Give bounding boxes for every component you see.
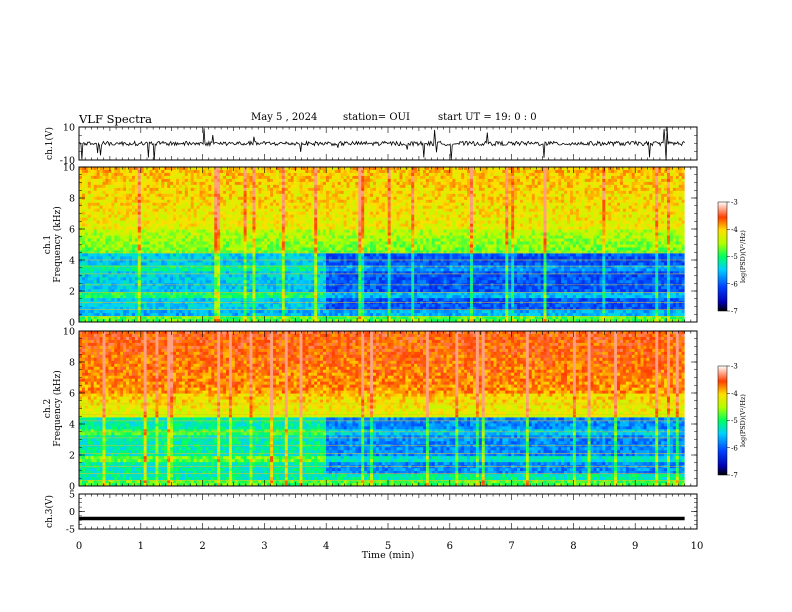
xtick-label: 6 (447, 541, 453, 552)
ch2-colorbar-tick: -4 (731, 390, 738, 398)
xtick-label: 0 (76, 541, 82, 552)
panel3-ytick-label: 0 (69, 482, 75, 493)
panel2-ytick-label: 2 (69, 287, 75, 298)
ch1-ylabel: ch.1(V) (44, 127, 55, 160)
panel1-ytick-label: -10 (60, 156, 75, 167)
panel3-ytick-label: 10 (63, 327, 75, 338)
panel3-ytick-label: 8 (69, 358, 75, 369)
figure-title: VLF Spectra (79, 112, 152, 126)
date-label: May 5 , 2024 (251, 112, 317, 123)
panel2-ytick-label: 6 (69, 225, 75, 236)
station-label: station= OUI (343, 112, 410, 123)
panel4-ytick-label: 5 (69, 490, 75, 501)
ch2-colorbar-tick: -3 (731, 363, 738, 371)
ch1-colorbar-tick: -5 (731, 253, 738, 261)
ch2-spectrogram-image (79, 331, 697, 487)
xtick-label: 5 (385, 541, 391, 552)
start-time-label: start UT = 19: 0 : 0 (438, 112, 537, 123)
xtick-label: 7 (508, 541, 514, 552)
ch2-colorbar (717, 365, 728, 476)
xtick-label: 10 (691, 541, 704, 552)
xtick-label: 4 (323, 541, 329, 552)
xtick-label: 3 (261, 541, 267, 552)
ch1-colorbar-tick: -6 (731, 280, 738, 288)
panel2-ytick-label: 10 (63, 163, 75, 174)
ch1-colorbar (717, 201, 728, 312)
panel3-ytick-label: 6 (69, 389, 75, 400)
ch2-spec-ylabel: ch.2 (43, 399, 53, 418)
xtick-label: 1 (138, 541, 144, 552)
ch1-spec-ylabel: ch.1 (43, 235, 53, 254)
panel2-ytick-label: 4 (69, 256, 75, 267)
ch2-colorbar-tick: -6 (731, 444, 738, 452)
panel3-ytick-label: 2 (69, 451, 75, 462)
ch2-colorbar-tick: -5 (731, 417, 738, 425)
panel4-ytick-label: 0 (69, 507, 75, 518)
panel4-ytick-label: -5 (66, 525, 75, 536)
xtick-label: 8 (570, 541, 576, 552)
ch2-colorbar-tick: -7 (731, 472, 738, 480)
ch3-ylabel: ch.3(V) (44, 495, 55, 528)
ch1-spec-ylabel-2: Frequency (kHz) (52, 206, 63, 283)
ch1-colorbar-tick: -4 (731, 226, 738, 234)
xtick-label: 9 (632, 541, 638, 552)
xtick-label: 2 (199, 541, 205, 552)
ch2-spec-ylabel-2: Frequency (kHz) (52, 370, 63, 447)
ch1-waveform-line (78, 127, 685, 161)
ch2-colorbar-label: log(PSD)(V²/Hz) (739, 394, 747, 447)
ch1-colorbar-tick: -7 (731, 308, 738, 316)
ch1-colorbar-label: log(PSD)(V²/Hz) (739, 230, 747, 283)
panel2-ytick-label: 0 (69, 318, 75, 329)
panel2-ytick-label: 8 (69, 194, 75, 205)
x-axis-title: Time (min) (362, 550, 415, 561)
panel1-ytick-label: 10 (63, 123, 75, 134)
ch1-spectrogram-image (79, 167, 697, 323)
panel3-ytick-label: 4 (69, 420, 75, 431)
ch1-colorbar-tick: -3 (731, 199, 738, 207)
